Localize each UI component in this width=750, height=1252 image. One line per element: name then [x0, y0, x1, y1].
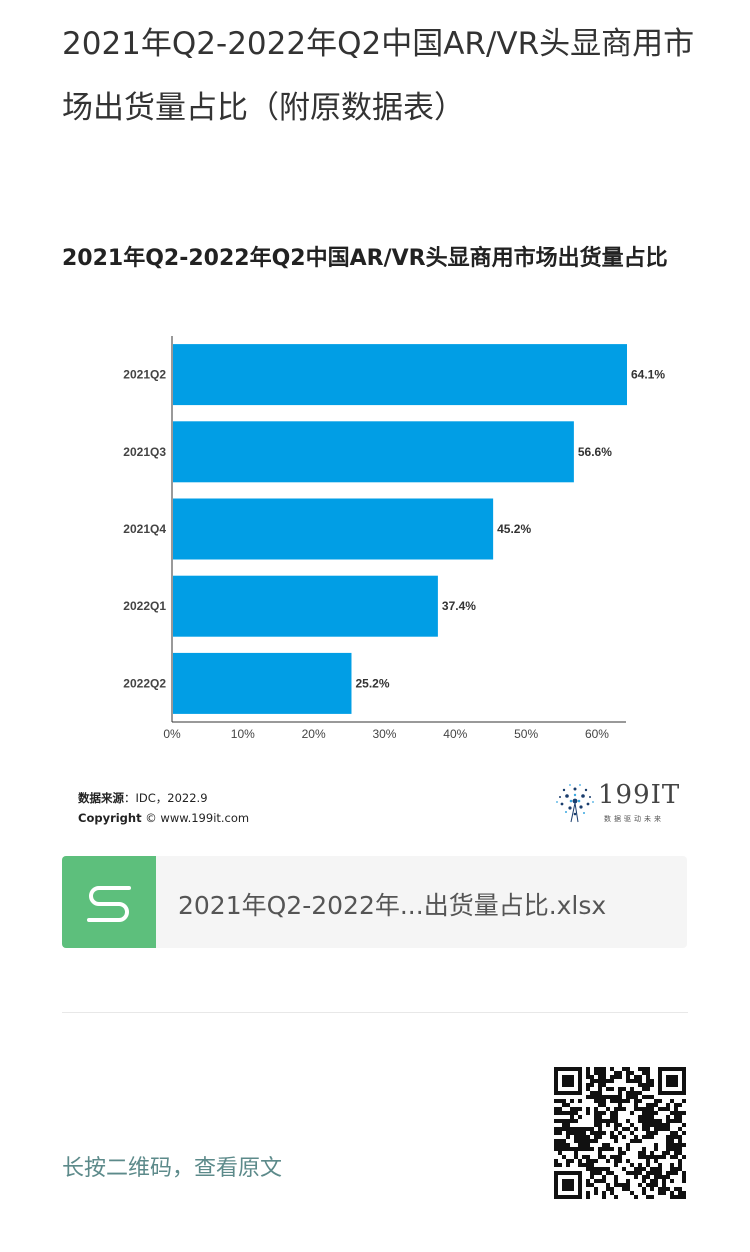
- article-title: 2021年Q2-2022年Q2中国AR/VR头显商用市场出货量占比（附原数据表）: [62, 26, 695, 126]
- category-label: 2022Q2: [123, 676, 166, 690]
- bar: [173, 652, 352, 714]
- bar-chart: 2021Q2 64.1% 2021Q3 56.6% 2021Q4 45.2% 2022Q1 3…: [123, 336, 665, 741]
- brand-logo: 199IT 数据驱动未来: [552, 778, 682, 828]
- attachment-card[interactable]: 2021年Q2-2022年...出货量占比.xlsx: [62, 856, 687, 948]
- brand-name: 199IT: [598, 780, 681, 810]
- attachment-filename[interactable]: 2021年Q2-2022年...出货量占比.xlsx: [178, 891, 607, 920]
- category-label: 2021Q4: [123, 522, 166, 536]
- x-tick-label: 30%: [372, 727, 396, 741]
- copyright-value: © www.199it.com: [145, 811, 250, 825]
- brand-slogan: 数据驱动未来: [604, 815, 664, 823]
- bar: [173, 575, 438, 637]
- bar: [173, 421, 574, 483]
- chart-image: 2021年Q2-2022年Q2中国AR/VR头显商用市场出货量占比 2021Q2…: [62, 228, 688, 832]
- x-tick-label: 50%: [514, 727, 538, 741]
- category-label: 2021Q2: [123, 368, 166, 382]
- data-label: 56.6%: [578, 445, 612, 459]
- category-label: 2021Q3: [123, 445, 166, 459]
- copyright-label: Copyright: [78, 811, 142, 825]
- bar: [173, 498, 494, 560]
- data-label: 37.4%: [442, 599, 476, 613]
- x-tick-label: 0%: [163, 727, 181, 741]
- x-tick-label: 10%: [231, 727, 255, 741]
- data-label: 25.2%: [355, 676, 389, 690]
- spreadsheet-s-icon: [62, 856, 156, 948]
- qr-prompt: 长按二维码，查看原文: [62, 1156, 283, 1181]
- divider: [62, 1012, 688, 1013]
- source-label: 数据来源: [78, 791, 124, 805]
- chart-title: 2021年Q2-2022年Q2中国AR/VR头显商用市场出货量占比: [62, 246, 668, 271]
- x-tick-label: 60%: [585, 727, 609, 741]
- category-label: 2022Q1: [123, 599, 166, 613]
- source-value: ：IDC，2022.9: [124, 791, 208, 805]
- dandelion-logo-icon: [556, 784, 594, 823]
- source-note: 数据来源：IDC，2022.9 Copyright © www.199it.co…: [78, 788, 249, 828]
- qr-code-icon[interactable]: [554, 1067, 686, 1199]
- data-label: 45.2%: [497, 522, 531, 536]
- data-label: 64.1%: [631, 368, 665, 382]
- x-tick-label: 20%: [302, 727, 326, 741]
- x-tick-label: 40%: [443, 727, 467, 741]
- bar: [173, 344, 627, 406]
